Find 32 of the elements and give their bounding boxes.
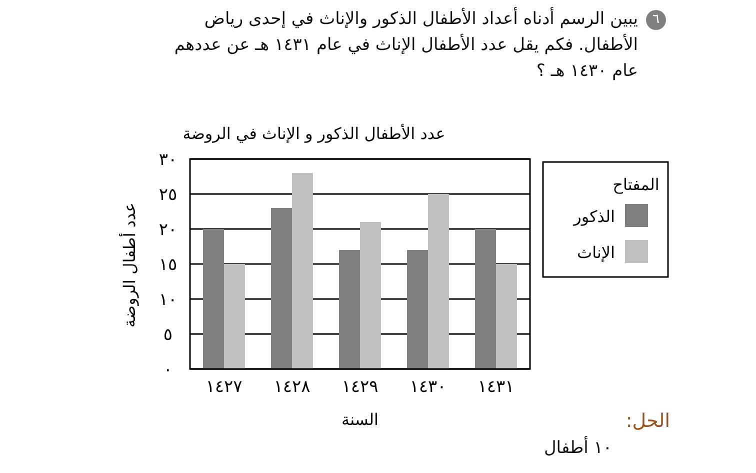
- x-tick-label: ١٤٢٧: [206, 377, 242, 397]
- bar: [428, 194, 449, 369]
- x-tick-label: ١٤٣٠: [410, 377, 446, 397]
- bar: [271, 208, 292, 369]
- bar: [475, 229, 496, 369]
- y-tick-label: ٢٥: [158, 185, 178, 205]
- bar: [360, 222, 381, 369]
- bar: [292, 173, 313, 369]
- y-tick-label: ٣٠: [158, 150, 178, 170]
- bar: [407, 250, 428, 369]
- bar: [339, 250, 360, 369]
- chart-title: عدد الأطفال الذكور و الإناث في الروضة: [182, 123, 446, 143]
- y-tick-label: ٥: [163, 325, 173, 345]
- x-tick-label: ١٤٢٩: [342, 377, 378, 397]
- y-tick-label: ١٠: [158, 290, 178, 310]
- y-tick-label: ١٥: [158, 255, 178, 275]
- bar: [496, 264, 517, 369]
- annotation: يبين الرسم أدناه أعداد الأطفال الذكور والإناث في إحدى رياض الأطفال. فكم يقل عدد الأطفال الإناث في عام ١٤٣١ هـ عن عددهم عام ١٤٣٠ هـ ؟: [173, 6, 638, 83]
- legend-title: المفتاح: [612, 175, 660, 194]
- x-tick-label: ١٤٢٨: [274, 377, 310, 397]
- annotation: ٦: [646, 10, 666, 30]
- bar: [203, 229, 224, 369]
- x-tick-label: ١٤٣١: [478, 377, 514, 397]
- x-axis-title: السنة: [342, 410, 378, 429]
- annotation: الحل:: [624, 410, 670, 432]
- y-tick-label: ٢٠: [158, 220, 178, 240]
- legend-label: الذكور: [572, 207, 615, 226]
- annotation: ١٠ أطفال: [542, 438, 612, 458]
- y-axis-title: عدد أطفال الروضة: [119, 202, 139, 328]
- bar: [224, 264, 245, 369]
- y-tick-label: ٠: [163, 360, 173, 380]
- legend-label: الإناث: [577, 243, 615, 262]
